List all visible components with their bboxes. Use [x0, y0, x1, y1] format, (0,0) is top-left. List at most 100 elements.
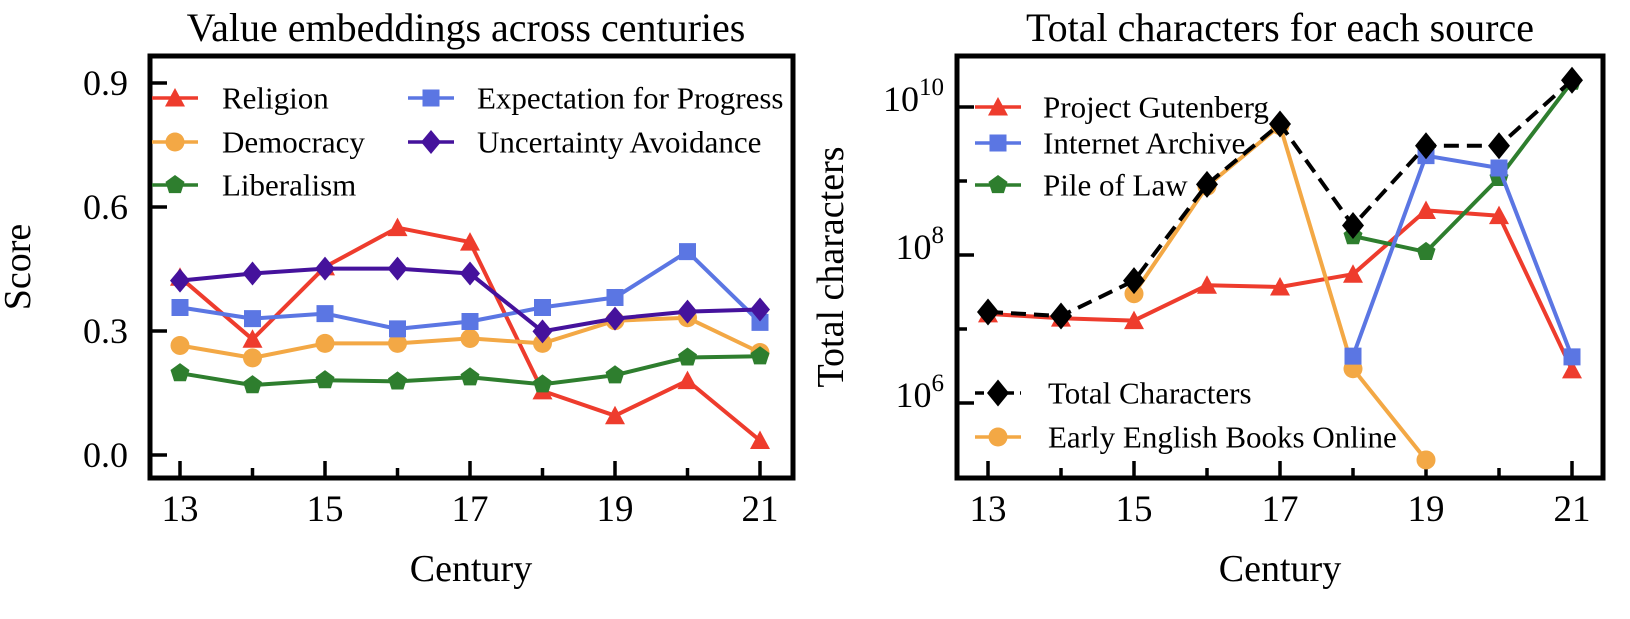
legend-square-marker	[989, 134, 1007, 152]
legend-label: Total Characters	[1048, 376, 1252, 411]
pentagon-marker	[460, 367, 480, 386]
series-uncertainty-avoidance	[170, 256, 770, 344]
legend-pentagon-marker	[165, 175, 185, 194]
series-pile-of-law	[1343, 71, 1582, 261]
y-tick-label: 0.3	[83, 311, 128, 351]
characters-chart-plot-border	[954, 53, 1606, 481]
circle-marker	[170, 335, 190, 355]
legend-square-marker	[422, 89, 440, 107]
circle-marker	[388, 333, 407, 353]
diamond-large-marker	[1196, 170, 1218, 198]
square-marker	[679, 243, 696, 261]
diamond-large-marker	[1342, 212, 1364, 240]
pentagon-marker	[678, 347, 697, 366]
legend-circle-marker	[988, 427, 1008, 447]
legend-label: Pile of Law	[1043, 168, 1188, 203]
legend-triangle-marker	[988, 97, 1008, 116]
diamond-large-marker	[977, 298, 999, 326]
legend-label: Expectation for Progress	[477, 81, 783, 116]
triangle-marker	[242, 329, 263, 348]
triangle-marker	[677, 370, 698, 390]
square-marker	[1563, 348, 1581, 366]
y-tick-label: 108	[896, 222, 945, 267]
x-tick-label: 21	[1554, 489, 1591, 530]
circle-marker	[1416, 450, 1436, 470]
values-chart-xlabel: Century	[410, 548, 532, 590]
x-tick-label: 13	[162, 489, 199, 530]
diamond-marker	[532, 319, 553, 344]
triangle-marker	[1124, 310, 1144, 330]
triangle-marker	[460, 232, 480, 251]
circle-marker	[460, 328, 480, 348]
square-marker	[171, 298, 189, 316]
triangle-marker	[387, 217, 408, 237]
square-marker	[1344, 347, 1362, 365]
diamond-large-marker	[1561, 66, 1583, 94]
y-tick-label: 106	[896, 370, 945, 415]
characters-chart-ylabel: Total characters	[810, 146, 852, 387]
series-expectation-for-progress	[171, 243, 769, 338]
triangle-marker	[605, 405, 625, 425]
diamond-marker	[460, 261, 480, 286]
series-project-gutenberg	[978, 200, 1582, 379]
diamond-marker	[170, 268, 190, 293]
legend-label: Liberalism	[222, 168, 356, 203]
pentagon-marker	[750, 346, 770, 365]
square-marker	[751, 313, 769, 331]
values-chart-legend-1: Expectation for Progress Uncertainty Avoi…	[408, 81, 783, 160]
x-tick-label: 15	[307, 489, 344, 530]
legend-label: Uncertainty Avoidance	[477, 125, 761, 160]
characters-chart-xlabel: Century	[1219, 548, 1341, 590]
values-chart-title: Value embeddings across centuries	[187, 5, 746, 50]
legend-label: Democracy	[222, 125, 365, 160]
pentagon-marker	[533, 374, 552, 393]
legend-triangle-marker	[165, 88, 185, 107]
series-liberalism	[170, 346, 770, 394]
triangle-marker	[1197, 275, 1217, 294]
y-tick-label: 0.9	[83, 63, 128, 103]
triangle-marker	[1489, 205, 1509, 225]
triangle-marker	[1416, 200, 1436, 219]
triangle-marker	[1343, 264, 1363, 283]
characters-chart-title: Total characters for each source	[1026, 5, 1534, 50]
legend-diamond-large-marker	[987, 379, 1009, 407]
diamond-large-marker	[1415, 132, 1437, 160]
x-tick-label: 19	[1408, 489, 1445, 530]
diamond-marker	[677, 299, 698, 324]
square-marker	[244, 310, 261, 328]
square-marker	[316, 305, 334, 323]
diamond-large-marker	[1050, 302, 1072, 330]
legend-pentagon-marker	[988, 175, 1008, 194]
y-tick-label: 1010	[883, 74, 944, 119]
characters-chart-ticks	[957, 105, 1574, 478]
triangle-marker	[750, 430, 770, 450]
diamond-large-marker	[1123, 267, 1145, 295]
square-marker	[1490, 159, 1508, 177]
diamond-marker	[315, 256, 335, 281]
values-chart-legend-0: Religion Democracy Liberalism	[152, 81, 365, 203]
legend-diamond-marker	[421, 130, 441, 154]
characters-chart-legend-1: Total Characters Early English Books Onli…	[975, 376, 1397, 455]
diamond-marker	[242, 261, 263, 286]
series-line	[1351, 153, 1574, 358]
x-tick-label: 19	[597, 489, 634, 530]
pentagon-marker	[1416, 241, 1436, 261]
pentagon-marker	[315, 370, 335, 389]
square-marker	[606, 289, 624, 307]
square-marker	[534, 298, 551, 316]
x-tick-label: 17	[452, 489, 489, 530]
square-marker	[389, 320, 406, 338]
y-tick-label: 0.0	[83, 435, 128, 475]
square-marker	[461, 312, 479, 330]
x-tick-label: 15	[1116, 489, 1153, 530]
y-tick-label: 0.6	[83, 187, 128, 227]
legend-label: Religion	[222, 81, 329, 116]
x-tick-label: 21	[742, 489, 779, 530]
series-total-characters	[977, 66, 1583, 330]
legend-label: Project Gutenberg	[1043, 90, 1269, 125]
values-chart-ylabel: Score	[0, 224, 39, 311]
series-internet-archive	[1344, 147, 1581, 366]
pentagon-marker	[170, 363, 190, 382]
